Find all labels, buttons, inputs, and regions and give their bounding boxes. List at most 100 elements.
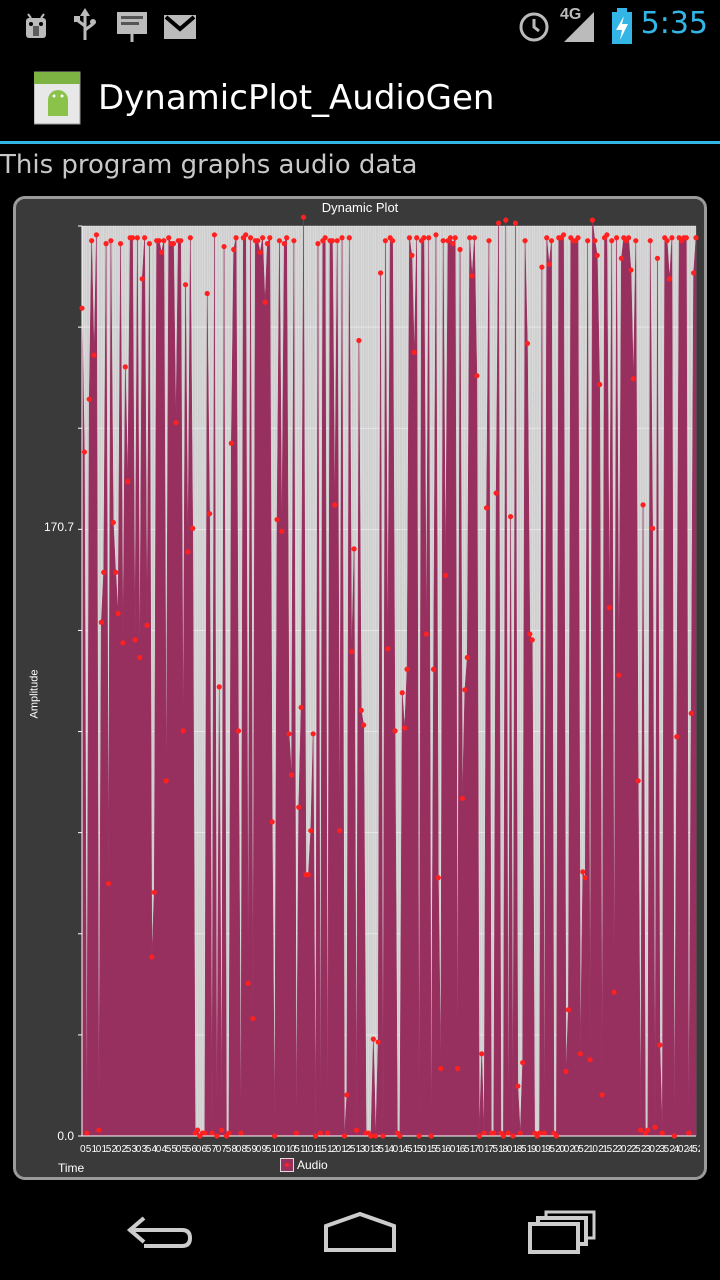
data-point (669, 235, 674, 240)
data-point (130, 235, 135, 240)
data-point (118, 241, 123, 246)
data-point (330, 238, 335, 243)
data-point (689, 711, 694, 716)
data-point (645, 1128, 650, 1133)
data-point (106, 881, 111, 886)
data-point (286, 731, 291, 736)
data-point (616, 673, 621, 678)
data-point (205, 291, 210, 296)
data-point (575, 235, 580, 240)
data-point (513, 220, 518, 225)
data-point (503, 218, 508, 223)
data-point (284, 235, 289, 240)
data-point (515, 1084, 520, 1089)
data-point (506, 1130, 511, 1135)
data-point (665, 238, 670, 243)
data-point (84, 1130, 89, 1135)
data-point (633, 238, 638, 243)
navigation-bar (0, 1180, 720, 1280)
data-point (522, 238, 527, 243)
data-point (648, 238, 653, 243)
data-point (376, 1039, 381, 1044)
data-point (595, 253, 600, 258)
data-point (547, 262, 552, 267)
data-point (693, 235, 698, 240)
data-point (429, 1133, 434, 1138)
data-point (491, 1130, 496, 1135)
data-point (587, 1057, 592, 1062)
data-point (337, 828, 342, 833)
data-point (209, 1130, 214, 1135)
data-point (325, 1130, 330, 1135)
data-point (282, 241, 287, 246)
data-point (652, 1125, 657, 1130)
data-point (566, 1007, 571, 1012)
data-point (392, 728, 397, 733)
data-point (243, 232, 248, 237)
data-point (607, 605, 612, 610)
data-point (359, 708, 364, 713)
data-point (626, 235, 631, 240)
data-point (383, 238, 388, 243)
data-point (291, 238, 296, 243)
data-point (270, 819, 275, 824)
data-point (510, 1133, 515, 1138)
data-point (349, 649, 354, 654)
data-point (455, 1066, 460, 1071)
data-point (173, 420, 178, 425)
data-point (469, 273, 474, 278)
data-point (368, 1133, 373, 1138)
data-point (527, 631, 532, 636)
data-point (236, 728, 241, 733)
data-point (660, 1130, 665, 1135)
recents-icon[interactable] (526, 1210, 598, 1254)
data-point (294, 1130, 299, 1135)
data-point (190, 526, 195, 531)
data-point (494, 491, 499, 496)
data-point (380, 1133, 385, 1138)
data-point (272, 1133, 277, 1138)
data-point (583, 875, 588, 880)
data-point (542, 1130, 547, 1135)
data-point (214, 1133, 219, 1138)
data-point (313, 1133, 318, 1138)
data-point (614, 235, 619, 240)
data-point (655, 256, 660, 261)
data-point (113, 570, 118, 575)
data-point (202, 1130, 207, 1135)
data-point (563, 1069, 568, 1074)
data-point (628, 267, 633, 272)
data-point (465, 655, 470, 660)
data-point (578, 1051, 583, 1056)
data-point (390, 238, 395, 243)
home-icon[interactable] (322, 1210, 398, 1254)
data-point (103, 241, 108, 246)
data-point (248, 235, 253, 240)
data-point (371, 1037, 376, 1042)
data-point (181, 728, 186, 733)
data-point (619, 256, 624, 261)
data-point (137, 655, 142, 660)
data-point (279, 529, 284, 534)
data-point (156, 238, 161, 243)
data-point (561, 232, 566, 237)
data-point (554, 1133, 559, 1138)
data-point (404, 667, 409, 672)
data-point (438, 1066, 443, 1071)
back-icon[interactable] (124, 1210, 196, 1254)
data-point (409, 253, 414, 258)
y-tick-label-top: 170.7 (14, 520, 74, 534)
data-point (265, 241, 270, 246)
data-point (159, 250, 164, 255)
data-point (123, 364, 128, 369)
x-axis-label: Time (58, 1161, 84, 1175)
data-point (178, 238, 183, 243)
data-point (250, 1016, 255, 1021)
data-point (354, 1128, 359, 1133)
data-point (260, 235, 265, 240)
legend: Audio (280, 1158, 328, 1172)
data-point (255, 238, 260, 243)
data-point (262, 300, 267, 305)
data-point (373, 1133, 378, 1138)
y-axis-label: Amplitude (28, 670, 40, 719)
